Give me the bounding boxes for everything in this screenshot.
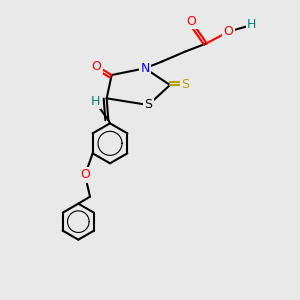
Text: N: N	[140, 62, 150, 75]
Text: O: O	[92, 59, 102, 73]
Text: H: H	[90, 95, 100, 108]
Text: S: S	[144, 98, 152, 112]
Text: H: H	[247, 19, 256, 32]
Text: S: S	[181, 79, 189, 92]
Text: O: O	[187, 15, 196, 28]
Text: O: O	[80, 169, 90, 182]
Text: O: O	[224, 25, 233, 38]
